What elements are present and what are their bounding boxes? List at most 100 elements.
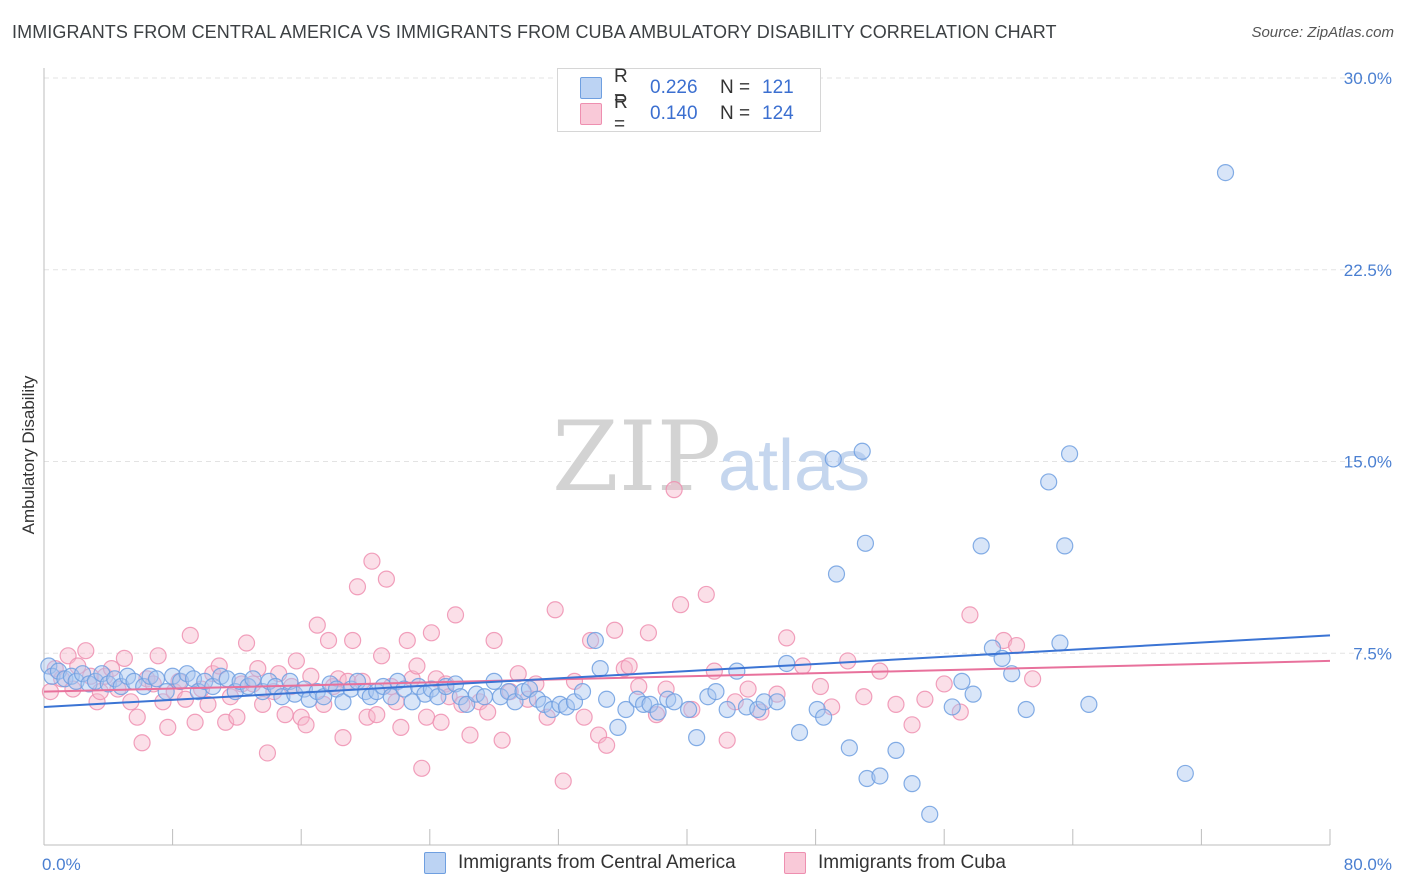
cuba-point <box>718 731 736 749</box>
cuba-point <box>916 690 934 708</box>
central-america-point <box>1017 700 1035 719</box>
cuba-point <box>128 708 146 726</box>
legend-n-label: N = <box>720 77 751 98</box>
y-tick-label: 15.0% <box>1344 453 1392 472</box>
cuba-point <box>811 677 830 696</box>
cuba-point <box>575 708 593 726</box>
chart-title: IMMIGRANTS FROM CENTRAL AMERICA VS IMMIG… <box>12 22 1057 42</box>
cuba-point <box>778 629 796 647</box>
central-america-point <box>499 682 518 701</box>
cuba-point <box>258 744 277 762</box>
cuba-point <box>794 657 812 675</box>
central-america-point <box>157 682 175 701</box>
central-america-point <box>573 682 592 701</box>
bottom-legend-central-america: Immigrants from Central America <box>424 852 736 874</box>
cuba-point <box>509 665 527 683</box>
chart-source: Source: ZipAtlas.com <box>1251 24 1394 41</box>
cuba-point <box>228 708 246 726</box>
bottom-legend-swatch-pink <box>784 852 806 874</box>
cuba-point <box>615 659 633 678</box>
central-america-point <box>403 693 421 711</box>
y-tick-label: 30.0% <box>1344 69 1392 88</box>
watermark-atlas: atlas <box>718 426 870 506</box>
cuba-point <box>254 695 272 713</box>
cuba-point <box>1024 670 1042 688</box>
cuba-point <box>620 657 638 675</box>
central-america-point <box>768 693 786 711</box>
legend-n-value: 121 <box>762 77 794 98</box>
bottom-legend-label-central-america: Immigrants from Central America <box>458 852 736 873</box>
y-tick-labels: 7.5% 15.0% 22.5% 30.0% <box>1344 69 1392 663</box>
central-america-point <box>853 442 871 460</box>
cuba-point <box>461 726 479 744</box>
legend-n-label: N = <box>720 103 751 124</box>
central-america-trend-line <box>43 634 1331 708</box>
cuba-point <box>581 631 600 650</box>
legend-row-cuba: R = 0.140 N = 124 <box>580 92 794 135</box>
cuba-point <box>115 649 133 667</box>
central-america-point <box>609 718 627 736</box>
central-america-point <box>840 739 858 757</box>
cuba-point <box>181 626 199 644</box>
axes <box>43 68 1331 846</box>
cuba-point <box>671 596 690 614</box>
central-america-point <box>815 708 833 726</box>
cuba-point <box>77 642 95 660</box>
trend-lines <box>43 634 1331 708</box>
central-america-point <box>680 700 698 719</box>
cuba-point <box>297 716 315 734</box>
cuba-point <box>408 657 426 675</box>
cuba-point <box>493 731 511 749</box>
central-america-point <box>649 703 667 721</box>
central-america-point <box>598 690 616 708</box>
cuba-point <box>546 601 564 619</box>
cuba-point <box>935 675 953 693</box>
cuba-point <box>639 624 658 642</box>
cuba-point <box>88 693 106 711</box>
cuba-point <box>368 706 386 724</box>
legend-r-label: R = <box>614 92 628 135</box>
legend-row-central-america: R = 0.226 N = 121 <box>580 66 794 109</box>
central-america-point <box>824 450 842 468</box>
series-central-america-points <box>40 163 1235 823</box>
cuba-point <box>554 772 572 790</box>
central-america-point <box>617 700 635 719</box>
central-america-point <box>943 698 961 716</box>
gridlines <box>44 77 1366 654</box>
cuba-point <box>446 606 465 624</box>
central-america-point <box>688 729 706 747</box>
central-america-point <box>737 698 756 716</box>
central-america-point <box>1080 695 1098 713</box>
cuba-point <box>334 729 352 747</box>
central-america-point <box>1051 634 1069 652</box>
central-america-point <box>856 534 875 552</box>
legend-swatch-blue <box>580 77 602 99</box>
legend-r-value: 0.140 <box>650 103 698 124</box>
central-america-point <box>1056 537 1074 555</box>
bottom-legend-cuba: Immigrants from Cuba <box>784 852 1006 874</box>
central-america-point <box>1040 473 1058 491</box>
central-america-point <box>887 741 905 760</box>
cuba-point <box>308 616 326 634</box>
cuba-point <box>598 736 616 754</box>
cuba-point <box>363 552 381 570</box>
central-america-point <box>827 565 846 583</box>
central-america-point <box>964 685 982 703</box>
cuba-point <box>344 631 362 650</box>
legend-n-value: 124 <box>762 103 794 124</box>
central-america-point <box>921 805 939 823</box>
x-tick-label: 0.0% <box>42 855 81 874</box>
bottom-legend-swatch-blue <box>424 852 446 874</box>
central-america-point <box>972 537 990 555</box>
central-america-point <box>1003 665 1021 683</box>
cuba-point <box>372 647 391 665</box>
cuba-point <box>961 606 979 624</box>
series-cuba-points <box>41 481 1042 790</box>
cuba-point <box>887 695 905 713</box>
watermark: ZIP atlas <box>552 401 870 513</box>
bottom-legend-label-cuba: Immigrants from Cuba <box>818 852 1006 873</box>
central-america-point <box>871 767 889 785</box>
cuba-point <box>348 578 367 596</box>
legend-swatch-pink <box>580 103 602 125</box>
central-america-point <box>184 670 203 688</box>
